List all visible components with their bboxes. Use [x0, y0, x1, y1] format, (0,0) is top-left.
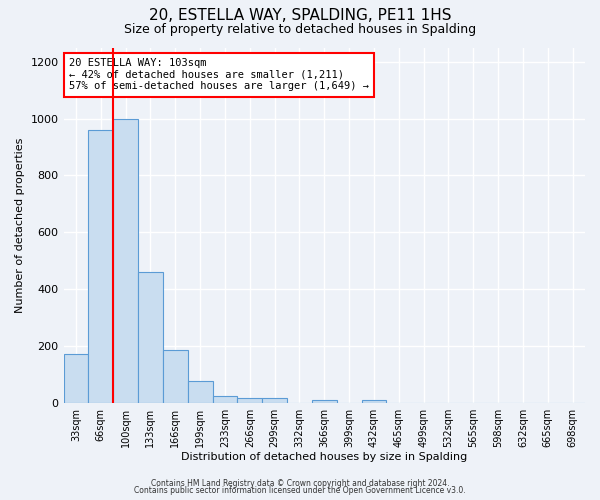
- Text: Contains public sector information licensed under the Open Government Licence v3: Contains public sector information licen…: [134, 486, 466, 495]
- Text: 20, ESTELLA WAY, SPALDING, PE11 1HS: 20, ESTELLA WAY, SPALDING, PE11 1HS: [149, 8, 451, 22]
- X-axis label: Distribution of detached houses by size in Spalding: Distribution of detached houses by size …: [181, 452, 467, 462]
- Bar: [212, 396, 238, 402]
- Bar: [88, 130, 113, 402]
- Text: 20 ESTELLA WAY: 103sqm
← 42% of detached houses are smaller (1,211)
57% of semi-: 20 ESTELLA WAY: 103sqm ← 42% of detached…: [69, 58, 369, 92]
- Text: Contains HM Land Registry data © Crown copyright and database right 2024.: Contains HM Land Registry data © Crown c…: [151, 478, 449, 488]
- Bar: [312, 400, 337, 402]
- Bar: [262, 398, 287, 402]
- Bar: [238, 398, 262, 402]
- Bar: [362, 400, 386, 402]
- Bar: [163, 350, 188, 403]
- Y-axis label: Number of detached properties: Number of detached properties: [15, 138, 25, 313]
- Bar: [188, 382, 212, 402]
- Bar: [113, 118, 138, 403]
- Text: Size of property relative to detached houses in Spalding: Size of property relative to detached ho…: [124, 22, 476, 36]
- Bar: [138, 272, 163, 402]
- Bar: [64, 354, 88, 403]
